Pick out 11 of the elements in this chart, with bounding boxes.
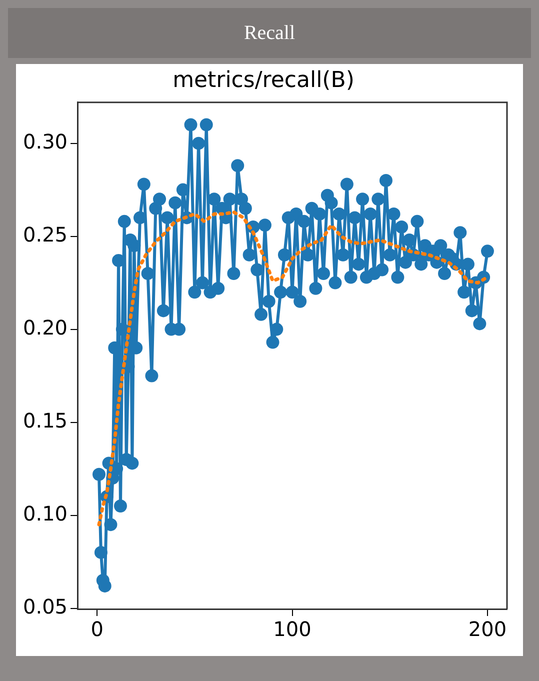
chart-title: metrics/recall(B)	[172, 68, 354, 93]
x-tick-label: 200	[468, 617, 507, 642]
y-tick-label: 0.25	[23, 222, 68, 247]
x-tick-label: 100	[273, 617, 312, 642]
y-tick-label: 0.15	[23, 408, 68, 432]
y-tick-label: 0.05	[23, 594, 68, 618]
y-tick-label: 0.30	[23, 130, 68, 154]
y-tick-label: 0.10	[23, 501, 68, 526]
x-tick-label: 0	[90, 617, 104, 642]
text: Recall	[244, 22, 296, 44]
y-tick-label: 0.20	[23, 315, 68, 340]
